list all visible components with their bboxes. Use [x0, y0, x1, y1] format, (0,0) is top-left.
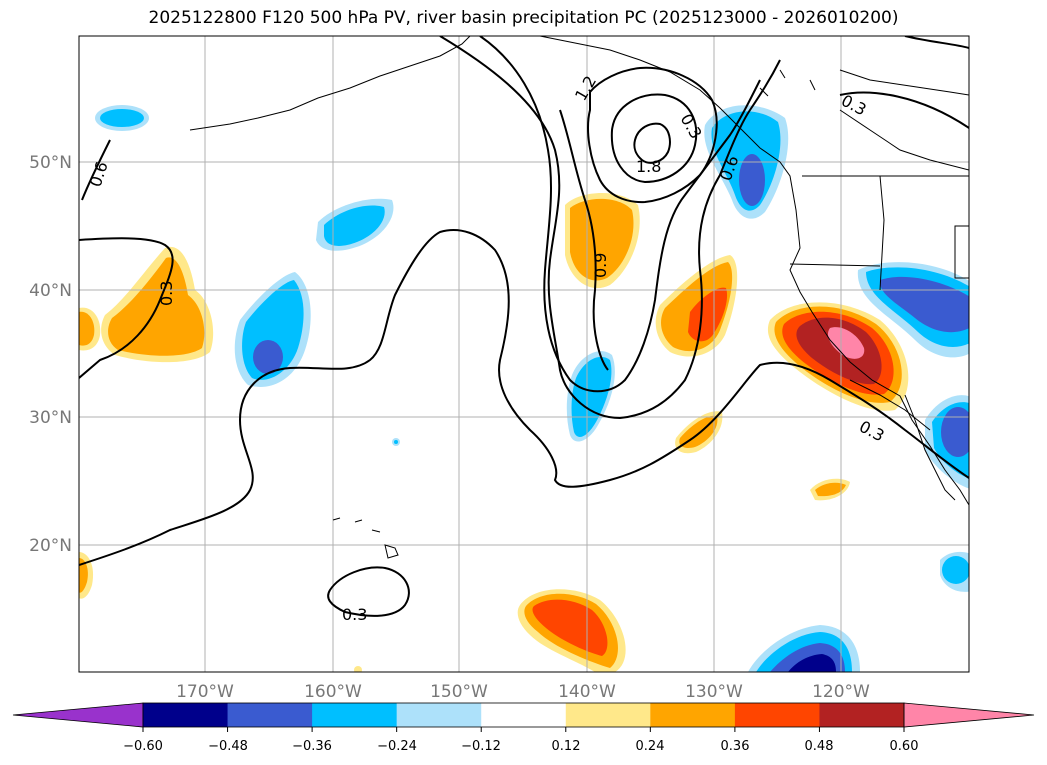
- lon-label: 120°W: [812, 682, 870, 702]
- colorbar-ticks: −0.60 −0.48 −0.36 −0.24 −0.12 0.12 0.24 …: [123, 739, 918, 754]
- lat-label: 30°N: [29, 408, 72, 428]
- latitude-labels: 50°N 40°N 30°N 20°N: [29, 153, 72, 556]
- contour-label: 0.3: [342, 605, 367, 624]
- contour-label: 0.9: [591, 253, 610, 278]
- contour-label: 0.3: [157, 281, 176, 306]
- contour-label: 0.6: [86, 159, 112, 189]
- contour-label: 0.3: [677, 111, 706, 143]
- colorbar-tick: −0.60: [123, 739, 163, 754]
- colorbar-segment: [227, 703, 313, 727]
- colorbar-segment: [734, 703, 820, 727]
- colorbar-tick: 0.24: [636, 739, 665, 754]
- positive-patch-west-edge: [79, 307, 101, 351]
- contour-label: 0.3: [856, 417, 887, 446]
- colorbar-segment: [312, 703, 398, 727]
- negative-patch-north-pacific: [316, 198, 394, 251]
- lat-label: 20°N: [29, 536, 72, 556]
- lon-label: 170°W: [176, 682, 234, 702]
- negative-patch-central-pacific: [234, 272, 311, 387]
- lon-label: 140°W: [558, 682, 616, 702]
- lon-label: 150°W: [430, 682, 488, 702]
- colorbar-extend-low: [12, 702, 144, 728]
- negative-patch-south-east: [940, 551, 969, 592]
- colorbar-segment: [650, 703, 736, 727]
- positive-patch-small-south: [810, 478, 850, 501]
- contour-label: 1.2: [571, 72, 600, 104]
- colorbar-tick: 0.36: [721, 739, 750, 754]
- negative-patch-south: [748, 625, 860, 672]
- lat-label: 50°N: [29, 153, 72, 173]
- colorbar: [12, 702, 1035, 732]
- map-title: 2025122800 F120 500 hPa PV, river basin …: [148, 8, 899, 28]
- colorbar-extend-high: [903, 702, 1035, 728]
- contour-label: 1.8: [636, 157, 661, 176]
- positive-patch-left-south: [79, 552, 94, 599]
- positive-patch-mid: [655, 255, 738, 357]
- negative-patch-great-basin: [857, 262, 969, 358]
- positive-patch-california: [767, 302, 909, 411]
- pv-contours: [79, 36, 969, 617]
- colorbar-tick: 0.48: [805, 739, 834, 754]
- lon-label: 130°W: [685, 682, 743, 702]
- colorbar-tick: −0.36: [292, 739, 332, 754]
- colorbar-tick: −0.12: [461, 739, 501, 754]
- colorbar-segment: [819, 703, 905, 727]
- colorbar-tick: −0.48: [208, 739, 248, 754]
- colorbar-tick: −0.24: [377, 739, 417, 754]
- colorbar-segment: [481, 703, 567, 727]
- negative-patch-baja: [925, 395, 969, 489]
- colorbar-segment: [565, 703, 651, 727]
- colorbar-frame: [142, 702, 905, 728]
- negative-patch-gulf-alaska: [95, 105, 149, 131]
- map-frame: [78, 35, 970, 673]
- colorbar-tick: 0.60: [890, 739, 919, 754]
- colorbar-segment: [143, 703, 229, 727]
- lat-label: 40°N: [29, 281, 72, 301]
- colorbar-tick: 0.12: [552, 739, 581, 754]
- positive-patch-far-south: [517, 589, 626, 672]
- positive-patch-offshore: [565, 192, 640, 289]
- lon-label: 160°W: [304, 682, 362, 702]
- colorbar-segment: [396, 703, 482, 727]
- longitude-labels: 170°W 160°W 150°W 140°W 130°W 120°W: [176, 682, 870, 702]
